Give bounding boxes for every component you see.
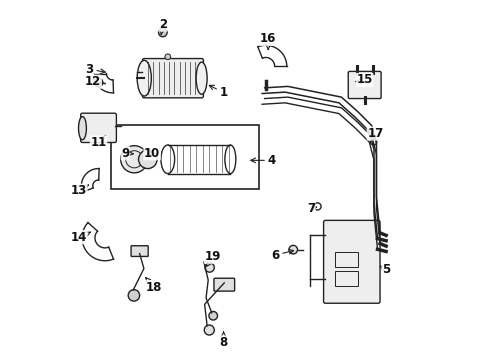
Circle shape bbox=[205, 263, 214, 272]
Text: 2: 2 bbox=[159, 18, 167, 35]
Text: 14: 14 bbox=[71, 231, 91, 244]
FancyBboxPatch shape bbox=[323, 220, 380, 303]
FancyBboxPatch shape bbox=[81, 113, 117, 143]
Text: 17: 17 bbox=[368, 127, 384, 141]
Text: 7: 7 bbox=[307, 202, 317, 215]
Circle shape bbox=[94, 78, 103, 87]
Text: 1: 1 bbox=[209, 85, 228, 99]
Circle shape bbox=[204, 325, 214, 335]
Circle shape bbox=[165, 54, 171, 60]
Text: 11: 11 bbox=[91, 135, 107, 149]
FancyBboxPatch shape bbox=[348, 71, 381, 99]
Ellipse shape bbox=[137, 60, 151, 96]
Text: 9: 9 bbox=[121, 147, 133, 160]
Text: 3: 3 bbox=[86, 63, 105, 76]
Text: 16: 16 bbox=[260, 32, 276, 49]
Text: 4: 4 bbox=[251, 154, 276, 167]
Circle shape bbox=[159, 28, 167, 37]
Text: 19: 19 bbox=[205, 250, 221, 267]
Bar bbox=[111, 125, 259, 189]
Circle shape bbox=[209, 311, 218, 320]
Circle shape bbox=[139, 150, 157, 168]
Text: 6: 6 bbox=[271, 248, 294, 261]
FancyBboxPatch shape bbox=[143, 59, 203, 98]
FancyBboxPatch shape bbox=[131, 246, 148, 256]
Ellipse shape bbox=[196, 62, 207, 94]
Text: 18: 18 bbox=[146, 278, 162, 294]
FancyBboxPatch shape bbox=[214, 278, 235, 291]
Text: 12: 12 bbox=[85, 75, 101, 88]
Text: 5: 5 bbox=[380, 263, 390, 276]
Text: 8: 8 bbox=[220, 332, 228, 349]
Circle shape bbox=[289, 246, 297, 254]
Text: 10: 10 bbox=[144, 147, 160, 160]
Circle shape bbox=[121, 146, 148, 173]
Ellipse shape bbox=[78, 117, 86, 140]
Bar bbox=[335, 252, 358, 267]
Bar bbox=[335, 271, 358, 286]
Circle shape bbox=[128, 290, 140, 301]
Text: 15: 15 bbox=[356, 73, 373, 86]
Text: 13: 13 bbox=[71, 184, 89, 197]
